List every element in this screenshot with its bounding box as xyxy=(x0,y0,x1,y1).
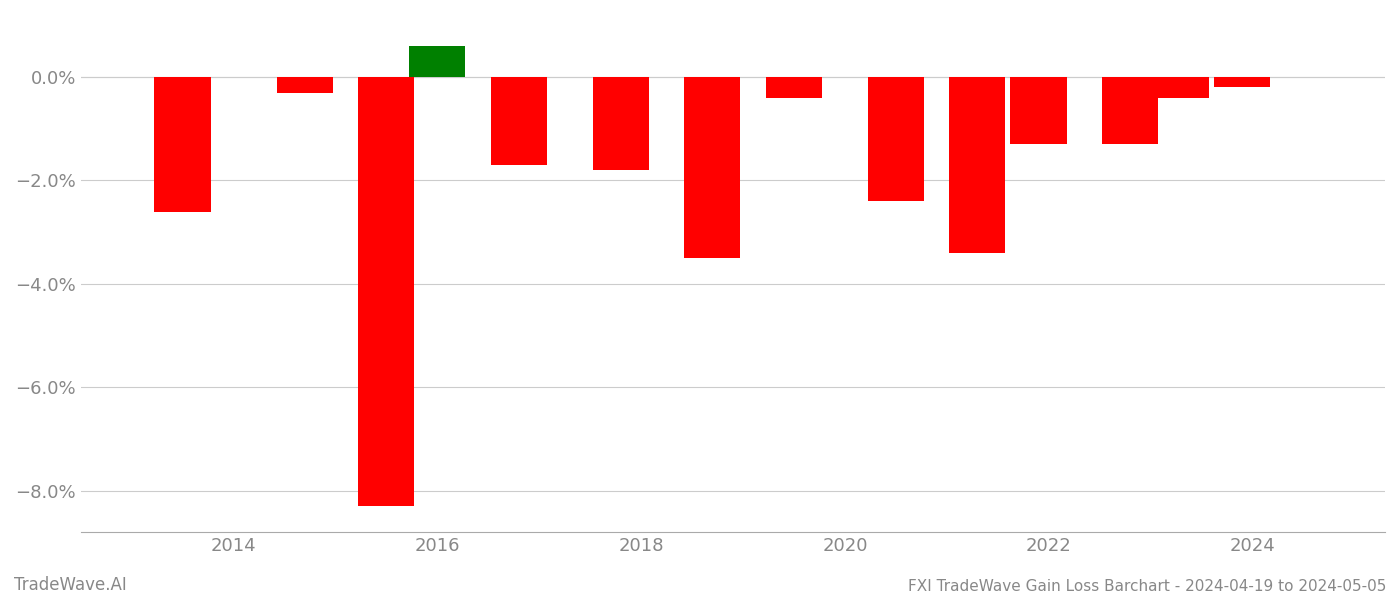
Bar xyxy=(1011,77,1067,144)
Bar xyxy=(154,77,210,212)
Bar xyxy=(766,77,822,98)
Bar xyxy=(1154,77,1210,98)
Bar xyxy=(491,77,547,165)
Bar xyxy=(868,77,924,201)
Bar xyxy=(277,77,333,92)
Bar xyxy=(1214,77,1270,88)
Bar xyxy=(1102,77,1158,144)
Bar xyxy=(409,46,465,77)
Bar xyxy=(592,77,648,170)
Bar xyxy=(358,77,414,506)
Text: TradeWave.AI: TradeWave.AI xyxy=(14,576,127,594)
Text: FXI TradeWave Gain Loss Barchart - 2024-04-19 to 2024-05-05: FXI TradeWave Gain Loss Barchart - 2024-… xyxy=(907,579,1386,594)
Bar xyxy=(685,77,741,258)
Bar xyxy=(949,77,1005,253)
